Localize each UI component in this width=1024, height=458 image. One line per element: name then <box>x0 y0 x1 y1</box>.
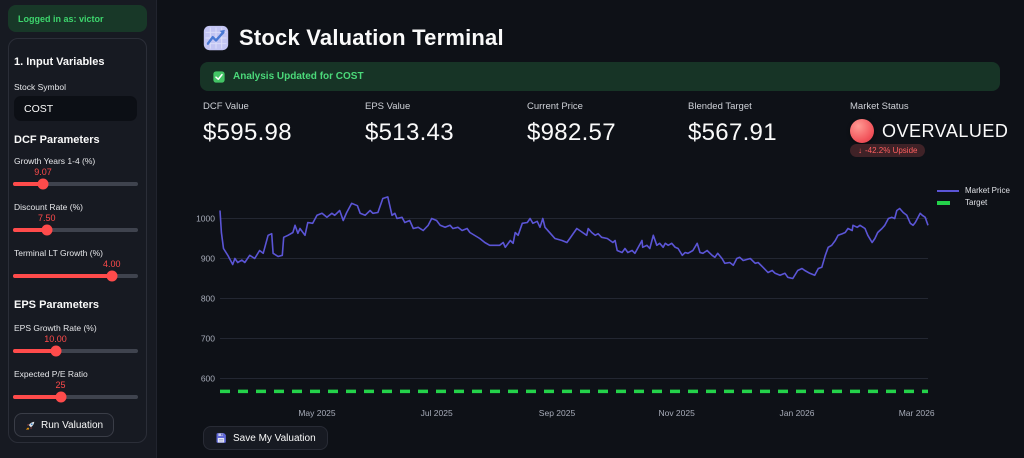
slider-eps-growth-rate: EPS Growth Rate (%) 10.00 <box>13 323 138 363</box>
login-banner-text: Logged in as: victor <box>18 13 104 24</box>
save-valuation-button[interactable]: Save My Valuation <box>203 426 328 450</box>
market-price-line-icon <box>937 189 959 192</box>
slider-value: 4.00 <box>102 259 121 269</box>
slider-thumb[interactable] <box>55 391 66 403</box>
page-header: Stock Valuation Terminal <box>203 25 504 51</box>
run-valuation-label: Run Valuation <box>41 419 104 431</box>
chart-increasing-icon <box>203 25 229 51</box>
market-status-text: OVERVALUED <box>882 120 1009 141</box>
stock-symbol-label: Stock Symbol <box>14 82 66 92</box>
metric-label: EPS Value <box>365 101 411 112</box>
legend-item-target[interactable]: Target <box>937 198 1010 207</box>
slider-value: 9.07 <box>34 167 52 177</box>
slider-label: Discount Rate (%) <box>14 202 83 212</box>
svg-text:700: 700 <box>201 334 215 344</box>
svg-text:600: 600 <box>201 374 215 384</box>
check-mark-icon <box>213 70 225 83</box>
slider-value: 25 <box>55 380 66 390</box>
price-chart[interactable]: 600 700 800 900 1000 May 2025 Jul 2025 Sep 2025… <box>195 175 1015 425</box>
target-dash-icon <box>937 200 950 205</box>
svg-text:Sep 2025: Sep 2025 <box>539 408 576 418</box>
slider-label: EPS Growth Rate (%) <box>14 323 97 333</box>
slider-track[interactable] <box>13 345 138 357</box>
success-banner: Analysis Updated for COST <box>200 62 1000 91</box>
login-banner: Logged in as: victor <box>8 5 147 32</box>
section-title-dcf-parameters: DCF Parameters <box>14 134 100 146</box>
metric-label: Market Status <box>850 101 909 112</box>
rocket-icon <box>26 421 35 430</box>
legend-label: Target <box>965 198 988 207</box>
metric-dcf-value: DCF Value $595.98 <box>203 101 363 147</box>
slider-discount-rate: Discount Rate (%) 7.50 <box>13 202 138 242</box>
stock-symbol-input[interactable] <box>14 96 137 121</box>
floppy-disk-icon <box>216 433 226 443</box>
slider-fill <box>13 228 47 232</box>
svg-text:Jan 2026: Jan 2026 <box>780 408 815 418</box>
slider-value: 7.50 <box>37 213 56 223</box>
slider-growth-years: Growth Years 1-4 (%) 9.07 <box>13 156 138 196</box>
slider-fill <box>13 274 112 278</box>
slider-expected-pe-ratio: Expected P/E Ratio 25 <box>13 369 138 409</box>
metric-value: $595.98 <box>203 119 292 146</box>
run-valuation-button[interactable]: Run Valuation <box>14 413 115 437</box>
slider-thumb[interactable] <box>50 345 61 357</box>
sidebar: Logged in as: victor 1. Input Variables … <box>0 0 157 458</box>
red-circle-icon <box>850 119 874 143</box>
svg-text:800: 800 <box>201 294 215 304</box>
metric-market-status: Market Status OVERVALUED ↓ -42.2% Upside <box>850 101 1010 157</box>
metric-current-price: Current Price $982.57 <box>527 101 687 147</box>
slider-thumb[interactable] <box>41 224 53 236</box>
success-banner-text: Analysis Updated for COST <box>233 71 364 82</box>
svg-text:Jul 2025: Jul 2025 <box>421 408 453 418</box>
metric-value: $567.91 <box>688 119 777 146</box>
input-variables-card: 1. Input Variables Stock Symbol DCF Para… <box>8 38 147 443</box>
section-title-eps-parameters: EPS Parameters <box>14 299 99 311</box>
upside-badge: ↓ -42.2% Upside <box>850 144 926 157</box>
legend-label: Market Price <box>965 186 1010 195</box>
svg-text:May 2025: May 2025 <box>298 408 336 418</box>
svg-text:900: 900 <box>201 254 215 264</box>
svg-text:Nov 2025: Nov 2025 <box>658 408 695 418</box>
slider-label: Terminal LT Growth (%) <box>14 248 103 258</box>
metric-label: Blended Target <box>688 101 752 112</box>
legend-item-market-price[interactable]: Market Price <box>937 186 1010 195</box>
metric-label: Current Price <box>527 101 583 112</box>
slider-fill <box>13 182 43 186</box>
slider-fill <box>13 349 56 353</box>
slider-terminal-lt-growth: Terminal LT Growth (%) 4.00 <box>13 248 138 288</box>
slider-track[interactable] <box>13 391 138 403</box>
slider-label: Growth Years 1-4 (%) <box>14 156 96 166</box>
metric-value: $982.57 <box>527 119 616 146</box>
svg-text:Mar 2026: Mar 2026 <box>899 408 935 418</box>
chart-legend: Market Price Target <box>937 186 1010 207</box>
slider-value: 10.00 <box>44 334 67 344</box>
metric-label: DCF Value <box>203 101 249 112</box>
metric-eps-value: EPS Value $513.43 <box>365 101 525 147</box>
down-arrow-icon: ↓ <box>858 146 862 155</box>
slider-thumb[interactable] <box>106 270 118 282</box>
section-title-input-variables: 1. Input Variables <box>14 56 105 68</box>
page-title: Stock Valuation Terminal <box>239 25 504 50</box>
slider-fill <box>13 395 61 399</box>
metric-blended-target: Blended Target $567.91 <box>688 101 848 147</box>
chart-canvas: 600 700 800 900 1000 May 2025 Jul 2025 Sep 2025… <box>196 196 935 418</box>
slider-thumb[interactable] <box>37 178 49 190</box>
save-valuation-label: Save My Valuation <box>233 432 316 444</box>
slider-track[interactable] <box>13 178 138 190</box>
metric-value: $513.43 <box>365 119 454 146</box>
slider-track[interactable] <box>13 270 138 282</box>
svg-text:1000: 1000 <box>196 214 215 224</box>
market-status-row: OVERVALUED <box>850 119 1010 143</box>
slider-track[interactable] <box>13 224 138 236</box>
slider-label: Expected P/E Ratio <box>14 369 88 379</box>
upside-badge-text: -42.2% Upside <box>865 146 918 155</box>
